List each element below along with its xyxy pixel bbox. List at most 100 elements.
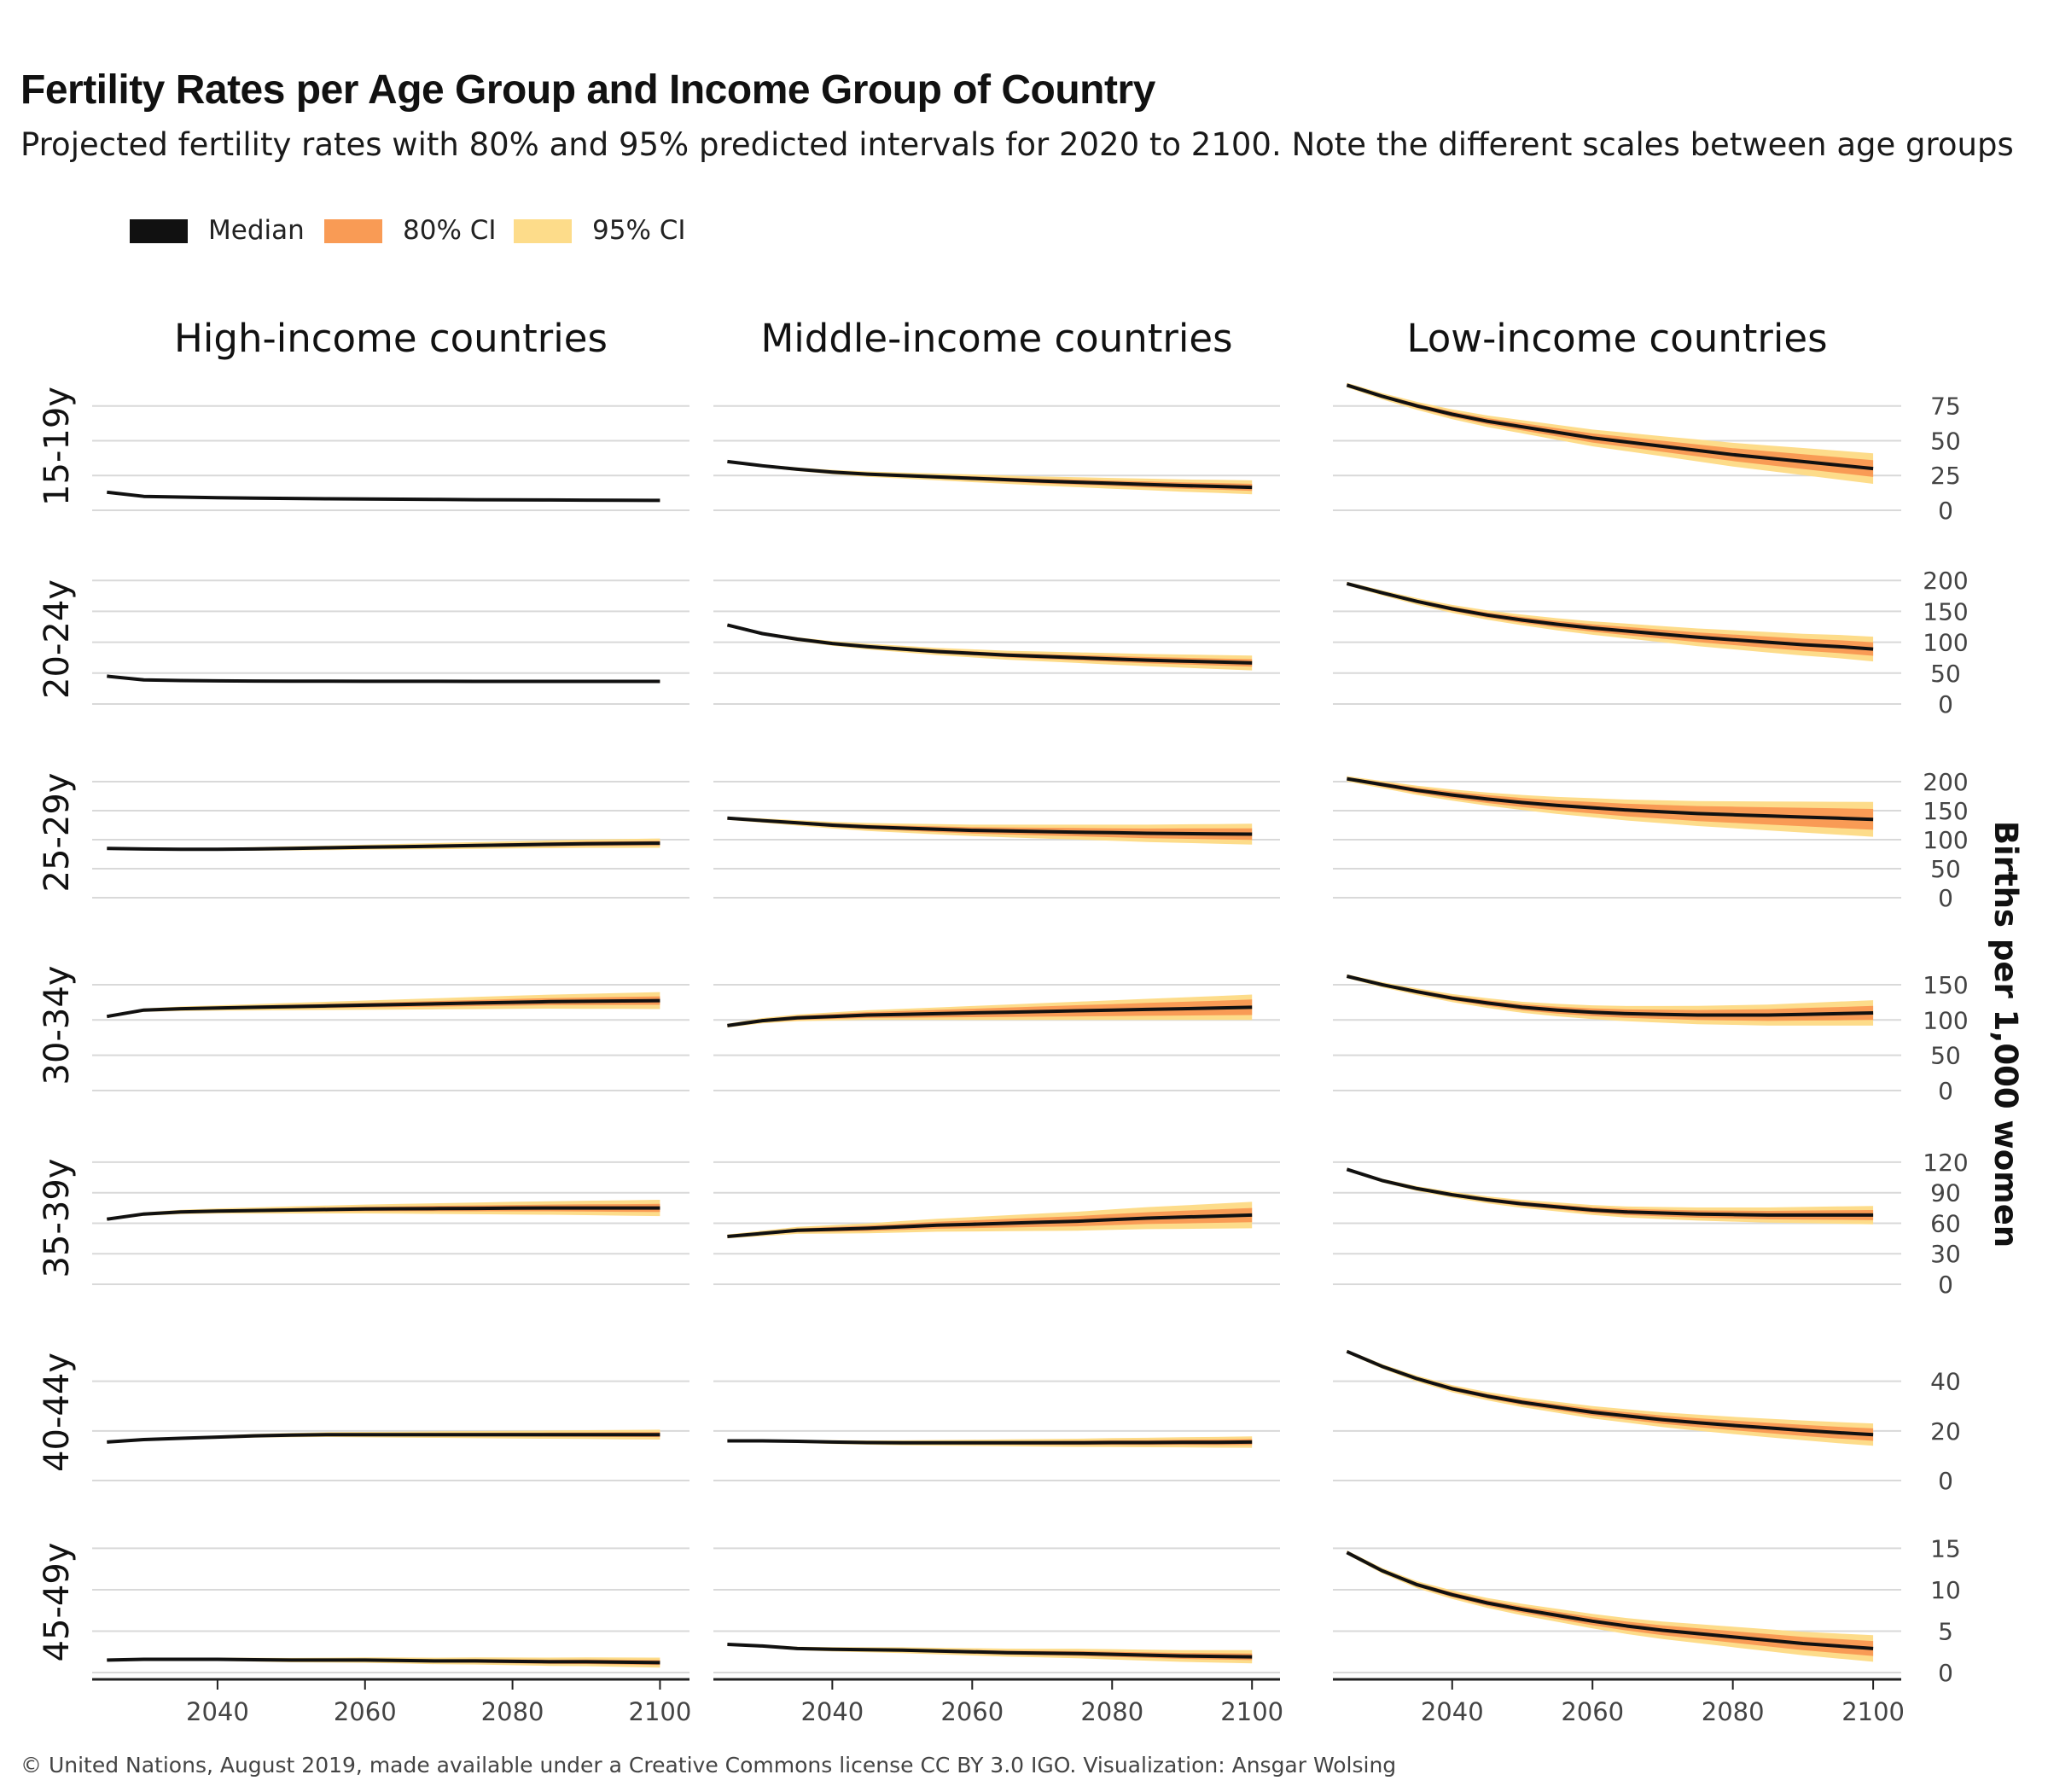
panel	[1333, 776, 1901, 899]
ci95-band	[1347, 1167, 1874, 1225]
panel	[92, 1161, 689, 1285]
ci80-band	[1347, 1350, 1874, 1441]
median-line	[1346, 1349, 1874, 1437]
column-header: High-income countries	[174, 316, 608, 361]
panel	[92, 983, 689, 1091]
median-line	[1346, 1167, 1874, 1217]
y-tick-label: 200	[1923, 567, 1968, 595]
panel	[713, 579, 1280, 705]
y-tick-label: 150	[1923, 797, 1968, 825]
panel	[92, 1380, 689, 1481]
y-tick-label: 50	[1930, 855, 1961, 883]
legend-key-2	[514, 219, 572, 243]
median-line	[727, 1005, 1253, 1027]
panel	[92, 781, 689, 899]
row-label: 20-24y	[38, 579, 77, 699]
row-label: 45-49y	[38, 1543, 77, 1662]
ci80-band	[1347, 975, 1874, 1021]
panel	[713, 983, 1280, 1091]
x-tick-label: 2080	[481, 1697, 544, 1726]
y-tick-label: 30	[1930, 1240, 1961, 1268]
y-tick-label: 40	[1930, 1368, 1961, 1396]
median-line	[726, 623, 1253, 665]
median-line	[107, 1206, 660, 1221]
y-tick-label: 90	[1930, 1179, 1961, 1207]
panel	[1333, 1349, 1901, 1481]
panel	[92, 579, 689, 705]
median-line	[107, 1657, 660, 1665]
x-tick-label: 2100	[629, 1697, 692, 1726]
y-tick-label: 0	[1938, 1077, 1953, 1105]
row-label: 35-39y	[38, 1159, 77, 1278]
panel	[713, 1161, 1280, 1285]
legend-label: 95% CI	[592, 215, 686, 246]
median-line	[107, 490, 660, 503]
median-line	[1346, 581, 1874, 651]
median-line	[727, 816, 1253, 836]
y-tick-label: 0	[1938, 690, 1953, 719]
panel	[92, 404, 689, 511]
legend-key-1	[324, 219, 382, 243]
panel	[713, 1380, 1280, 1481]
panel	[1333, 974, 1901, 1091]
y-tick-label: 0	[1938, 1659, 1953, 1687]
y-tick-label: 50	[1930, 1042, 1961, 1070]
y-tick-label: 50	[1930, 427, 1961, 455]
ci95-band	[1347, 382, 1874, 484]
median-line	[1347, 777, 1874, 822]
legend-label: Median	[208, 215, 305, 246]
y-axis-title: Births per 1,000 women	[1987, 821, 2024, 1248]
x-tick-label: 2080	[1080, 1697, 1143, 1726]
y-tick-label: 0	[1938, 884, 1953, 912]
y-tick-label: 100	[1923, 629, 1968, 657]
y-tick-label: 15	[1930, 1534, 1961, 1562]
y-tick-label: 0	[1938, 1271, 1953, 1299]
y-tick-label: 0	[1938, 1467, 1953, 1495]
y-tick-label: 20	[1930, 1417, 1961, 1446]
legend: Median 80% CI 95% CI	[130, 215, 686, 246]
y-tick-label: 0	[1938, 497, 1953, 525]
column-header: Middle-income countries	[760, 316, 1232, 361]
chart-title: Fertility Rates per Age Group and Income…	[20, 67, 1155, 113]
y-tick-label: 100	[1923, 826, 1968, 854]
legend-key-0	[130, 219, 188, 243]
y-tick-label: 150	[1923, 971, 1968, 999]
panel: 2040 2060 2080 2100	[1333, 1547, 1905, 1726]
row-label: 30-34y	[38, 966, 77, 1085]
x-tick-label: 2040	[186, 1697, 249, 1726]
y-tick-label: 25	[1930, 462, 1961, 490]
y-tick-label: 5	[1938, 1617, 1953, 1645]
median-line	[727, 1213, 1253, 1238]
median-line	[727, 1439, 1253, 1445]
y-tick-label: 60	[1930, 1209, 1961, 1237]
y-tick-label: 200	[1923, 768, 1968, 796]
ci80-band	[1347, 383, 1874, 477]
median-line	[107, 674, 660, 684]
median-line	[1346, 1551, 1874, 1650]
x-tick-label: 2060	[940, 1697, 1004, 1726]
median-line	[106, 998, 660, 1019]
x-tick-label: 2060	[1561, 1697, 1624, 1726]
legend-label: 80% CI	[403, 215, 497, 246]
ci80-band	[1347, 582, 1874, 656]
row-label: 15-19y	[38, 387, 77, 506]
panel	[713, 404, 1280, 511]
panel	[713, 781, 1280, 899]
x-tick-label: 2100	[1220, 1697, 1283, 1726]
y-tick-label: 100	[1923, 1006, 1968, 1034]
y-tick-label: 75	[1930, 393, 1961, 421]
y-tick-label: 50	[1930, 660, 1961, 688]
median-line	[1346, 383, 1874, 471]
median-line	[1346, 975, 1874, 1017]
panel: 2040 2060 2080 2100	[713, 1547, 1283, 1726]
x-tick-label: 2040	[800, 1697, 864, 1726]
y-tick-label: 10	[1930, 1576, 1961, 1604]
x-tick-label: 2080	[1702, 1697, 1765, 1726]
panel: 2040 2060 2080 2100	[92, 1547, 692, 1726]
y-tick-label: 120	[1923, 1149, 1968, 1177]
panel	[1333, 1161, 1901, 1285]
x-tick-label: 2040	[1421, 1697, 1484, 1726]
median-line	[727, 459, 1253, 490]
median-line	[107, 1433, 660, 1444]
